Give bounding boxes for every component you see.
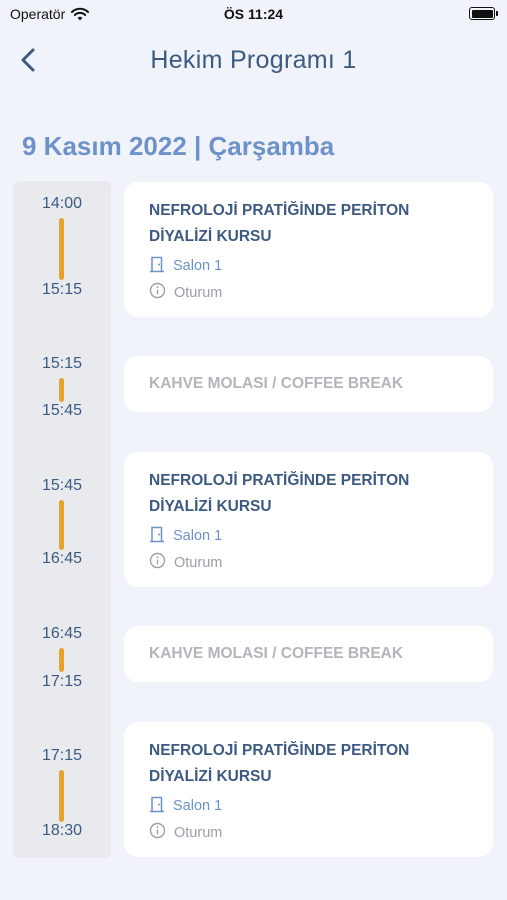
battery-icon [469, 7, 498, 20]
time-bar [59, 648, 64, 672]
session-card[interactable]: NEFROLOJİ PRATİĞİNDE PERİTON DİYALİZİ KU… [124, 722, 493, 857]
session-room: Salon 1 [149, 525, 222, 547]
kind-label: Oturum [174, 554, 223, 571]
start-time: 15:15 [41, 355, 83, 372]
kind-label: Oturum [174, 824, 223, 841]
wifi-icon [71, 7, 90, 21]
session-kind: Oturum [149, 822, 222, 843]
info-icon [149, 822, 166, 843]
door-icon [149, 795, 165, 817]
kind-label: Oturum [174, 284, 223, 301]
info-icon [149, 282, 166, 303]
time-bar [59, 218, 64, 280]
session-title: NEFROLOJİ PRATİĞİNDE PERİTON DİYALİZİ KU… [149, 742, 410, 785]
room-label: Salon 1 [173, 798, 223, 814]
end-time: 15:45 [41, 402, 83, 419]
door-icon [149, 525, 165, 547]
end-time: 16:45 [41, 550, 83, 567]
session-room: Salon 1 [149, 255, 222, 277]
start-time: 15:45 [41, 477, 83, 494]
time-bar [59, 770, 64, 822]
page-title: Hekim Programı 1 [150, 46, 357, 74]
date-heading: 9 Kasım 2022 | Çarşamba [22, 131, 335, 161]
session-card[interactable]: NEFROLOJİ PRATİĞİNDE PERİTON DİYALİZİ KU… [124, 182, 493, 317]
navigation-bar: Hekim Programı 1 [0, 38, 507, 82]
time-bar [59, 500, 64, 550]
status-left: Operatör [10, 6, 90, 22]
room-label: Salon 1 [173, 258, 223, 274]
session-room: Salon 1 [149, 795, 222, 817]
session-title: NEFROLOJİ PRATİĞİNDE PERİTON DİYALİZİ KU… [149, 472, 410, 515]
end-time: 17:15 [41, 673, 83, 690]
time-bar [59, 378, 64, 402]
break-card: KAHVE MOLASI / COFFEE BREAK [124, 356, 493, 412]
start-time: 16:45 [41, 625, 83, 642]
start-time: 17:15 [41, 747, 83, 764]
session-kind: Oturum [149, 552, 222, 573]
break-card: KAHVE MOLASI / COFFEE BREAK [124, 626, 493, 682]
start-time: 14:00 [41, 195, 83, 212]
back-button[interactable] [14, 44, 44, 76]
chevron-left-icon [21, 48, 35, 72]
info-icon [149, 552, 166, 573]
end-time: 15:15 [41, 281, 83, 298]
status-time: ÖS 11:24 [223, 6, 284, 22]
door-icon [149, 255, 165, 277]
room-label: Salon 1 [173, 528, 223, 544]
session-kind: Oturum [149, 282, 222, 303]
session-title: NEFROLOJİ PRATİĞİNDE PERİTON DİYALİZİ KU… [149, 202, 410, 245]
session-card[interactable]: NEFROLOJİ PRATİĞİNDE PERİTON DİYALİZİ KU… [124, 452, 493, 587]
break-title: KAHVE MOLASI / COFFEE BREAK [149, 645, 404, 662]
end-time: 18:30 [41, 822, 83, 839]
status-bar: Operatör ÖS 11:24 [0, 0, 507, 30]
carrier-label: Operatör [10, 6, 66, 22]
break-title: KAHVE MOLASI / COFFEE BREAK [149, 375, 404, 392]
